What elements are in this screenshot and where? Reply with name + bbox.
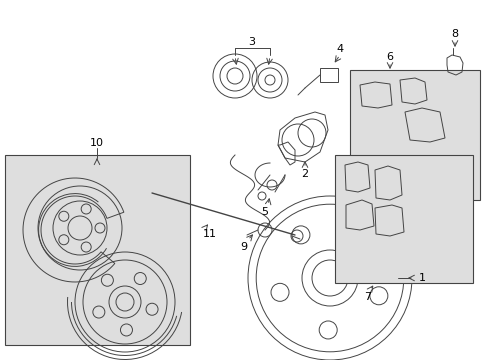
Text: 5: 5 [261,207,268,217]
Text: 7: 7 [364,292,371,302]
Text: 10: 10 [90,138,104,148]
Text: 6: 6 [386,52,393,62]
Text: 8: 8 [450,29,458,39]
Bar [319,68,337,82]
Text: 11: 11 [203,229,217,239]
Text: 2: 2 [301,169,308,179]
Bar [5,155,190,345]
Text: 4: 4 [336,44,343,54]
Bar [334,155,472,283]
Text: 3: 3 [248,37,255,47]
Text: 9: 9 [240,242,247,252]
Text: 1: 1 [418,273,425,283]
Bar [349,70,479,200]
